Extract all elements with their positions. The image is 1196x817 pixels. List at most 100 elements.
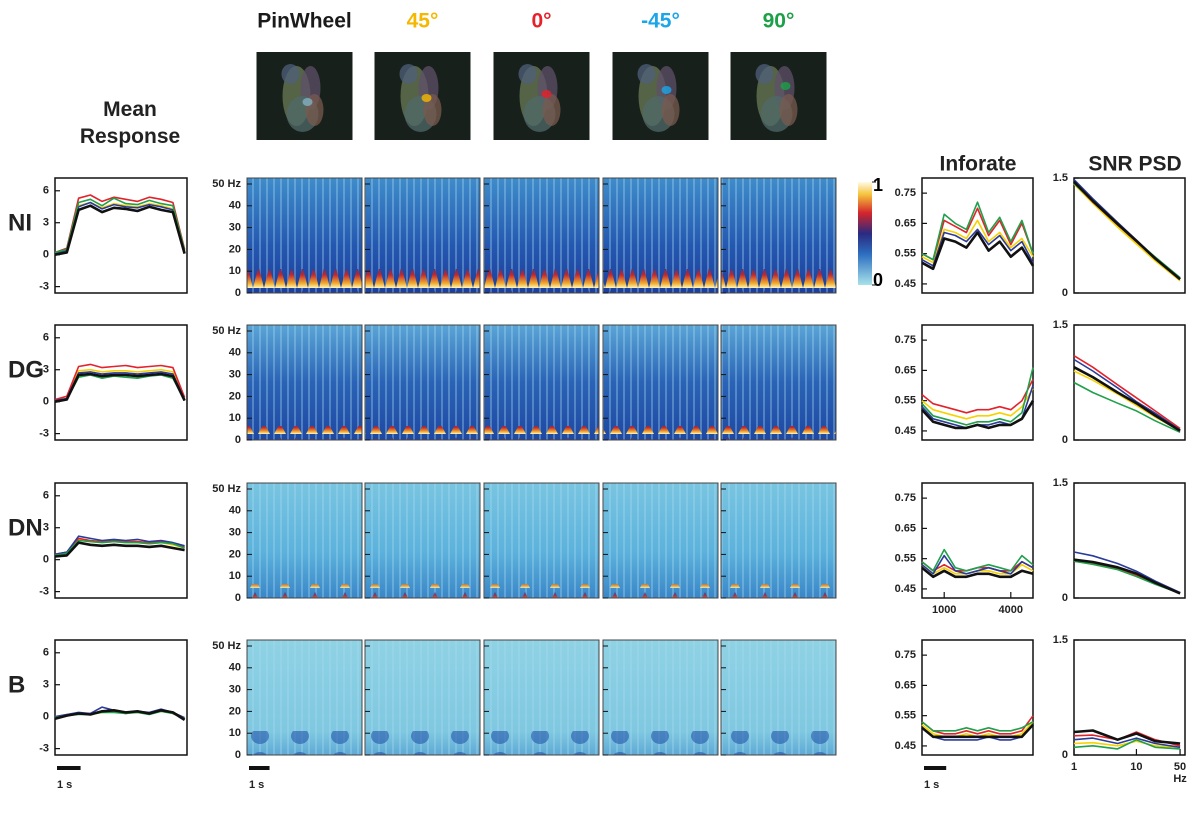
y-tick-label: 50 Hz: [212, 178, 241, 190]
spectrogram-peaks: [603, 269, 718, 293]
y-tick-label: 0: [235, 749, 241, 761]
plot-frame: [246, 639, 363, 756]
y-tick-label: 3: [43, 364, 49, 376]
series-line: [921, 219, 1034, 264]
spectrogram-image: [721, 325, 836, 440]
y-tick-label: 30: [229, 222, 241, 234]
spectrogram-peaks: [603, 731, 718, 755]
plot-frame: [483, 639, 600, 756]
series-line: [921, 715, 1034, 735]
cell-blob: [399, 64, 418, 84]
plot-frame: [246, 324, 363, 441]
series-line: [54, 363, 186, 401]
spectrogram-image: [603, 325, 718, 440]
plot-frame: [720, 177, 837, 294]
row-label: B: [8, 671, 25, 698]
y-tick-label: 10: [229, 265, 241, 277]
spectrogram-stripes: [365, 325, 480, 440]
series-line: [921, 228, 1034, 267]
column-title: -45°: [641, 10, 680, 33]
y-tick-label: -3: [39, 281, 49, 293]
column-title: 0°: [531, 10, 551, 33]
spectrogram-peaks: [603, 426, 718, 440]
spectrogram-stripes: [721, 483, 836, 598]
y-tick-label: 50 Hz: [212, 325, 241, 337]
y-tick-label: 0.65: [895, 522, 916, 534]
y-tick-label: 0.75: [895, 334, 916, 346]
spectrogram-peaks: [365, 426, 480, 440]
series-line: [54, 204, 186, 256]
spectrogram-image: [603, 178, 718, 293]
spectrogram-peaks: [721, 731, 836, 755]
stimulus-image: [374, 52, 471, 140]
row-label: NI: [8, 209, 32, 236]
y-tick-label: 0.55: [895, 553, 916, 565]
y-tick-label: 0.75: [895, 187, 916, 199]
y-tick-label: 0: [43, 249, 49, 261]
y-tick-label: 0.55: [895, 710, 916, 722]
spectrogram-image: [484, 325, 599, 440]
y-tick-label: 0.45: [895, 425, 916, 437]
y-tick-label: 40: [229, 662, 241, 674]
series-line: [1073, 558, 1181, 595]
y-tick-label: 40: [229, 505, 241, 517]
plot-frame: [602, 482, 719, 599]
highlight: [780, 82, 791, 90]
stimulus-image: [493, 52, 590, 140]
spectrogram-image: [247, 640, 362, 755]
y-tick-label: 0.45: [895, 583, 916, 595]
y-tick-label: 1.5: [1053, 319, 1068, 331]
cell-blob: [281, 64, 300, 84]
spectrogram-image: [247, 483, 362, 598]
spectrogram-peaks: [484, 269, 599, 293]
spectrogram-peaks: [247, 584, 362, 598]
column-title: PinWheel: [257, 10, 352, 33]
y-tick-label: 40: [229, 200, 241, 212]
spectrogram-stripes: [484, 483, 599, 598]
spectrogram-peaks: [365, 269, 480, 293]
spectrogram-stripes: [603, 325, 718, 440]
x-tick-label: 10: [1130, 761, 1142, 773]
y-tick-label: 20: [229, 243, 241, 255]
column-title: 45°: [407, 10, 439, 33]
series-line: [1073, 737, 1181, 749]
plot-frame: [483, 482, 600, 599]
y-tick-label: 20: [229, 390, 241, 402]
series-line: [921, 724, 1034, 741]
spectrogram-peaks: [247, 269, 362, 293]
spectrogram-peaks: [603, 584, 718, 598]
stimulus-image: [612, 52, 709, 140]
y-tick-label: 0: [1062, 434, 1068, 446]
y-tick-label: 0.65: [895, 364, 916, 376]
plot-frame: [602, 639, 719, 756]
y-tick-label: 0.45: [895, 278, 916, 290]
cell-blob: [755, 64, 774, 84]
y-tick-label: 30: [229, 527, 241, 539]
series-line: [921, 201, 1034, 261]
y-tick-label: 0.55: [895, 248, 916, 260]
y-tick-label: 0: [235, 287, 241, 299]
series-line: [921, 379, 1034, 414]
spectrogram-peaks: [247, 426, 362, 440]
spectrogram-image: [365, 178, 480, 293]
panel-title: Mean Response: [79, 98, 181, 148]
y-tick-label: 6: [43, 185, 49, 197]
y-tick-label: 50 Hz: [212, 640, 241, 652]
series-line: [921, 388, 1034, 420]
plot-frame: [602, 324, 719, 441]
spectrogram-peaks: [365, 584, 480, 598]
series-line: [1073, 180, 1181, 281]
x-tick-label: 1000: [932, 604, 956, 616]
y-tick-label: 50 Hz: [212, 483, 241, 495]
plot-frame: [483, 324, 600, 441]
y-tick-label: 3: [43, 522, 49, 534]
spectrogram-image: [484, 640, 599, 755]
plot-frame: [364, 482, 481, 599]
plot-frame: [246, 482, 363, 599]
spectrogram-stripes: [603, 483, 718, 598]
y-tick-label: -3: [39, 743, 49, 755]
plot-frame: [720, 324, 837, 441]
plot-frame: [1073, 482, 1186, 599]
series-line: [921, 723, 1034, 739]
